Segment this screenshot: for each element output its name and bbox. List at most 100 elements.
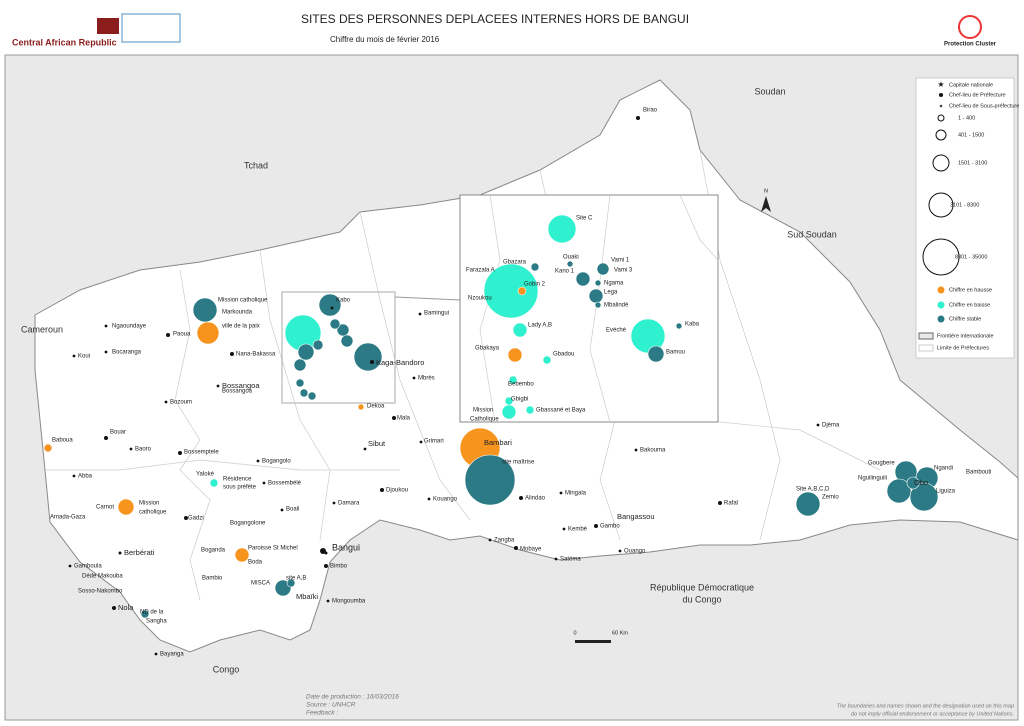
inset-label: Site C xyxy=(576,216,593,222)
place-label: Kouango xyxy=(433,497,458,503)
inset-label: Gbassané et Baya xyxy=(536,408,586,414)
place-label: Bamingui xyxy=(424,311,449,317)
inset-label: Mission xyxy=(473,408,493,414)
legend-symbol xyxy=(928,192,954,218)
site-circle xyxy=(312,339,324,351)
place-label: Kabo xyxy=(336,298,351,304)
place-label: Mbrès xyxy=(418,376,435,382)
place-label: Boali xyxy=(286,507,299,513)
place-label: Bambouti xyxy=(966,470,991,476)
inset-label: Lady A,B xyxy=(528,323,552,329)
place-label: Bogangolone xyxy=(230,521,266,527)
town-dot xyxy=(184,516,188,520)
town-dot xyxy=(104,350,108,354)
town-dot xyxy=(380,488,384,492)
site-circle xyxy=(588,288,604,304)
legend-symbol: ★ xyxy=(937,80,944,89)
footer-text: Source : UNHCR xyxy=(306,702,356,709)
town-dot xyxy=(230,352,234,356)
country-label: Sud Soudan xyxy=(787,229,837,239)
place-label: Mingala xyxy=(565,491,587,497)
site-circle xyxy=(512,322,528,338)
place-label: Kaga-Bandoro xyxy=(376,358,424,367)
town-dot xyxy=(104,436,108,440)
town-dot xyxy=(562,527,566,531)
town-dot xyxy=(112,606,116,610)
place-label: Markounda xyxy=(222,310,253,316)
town-dot xyxy=(618,549,622,553)
legend-symbol xyxy=(937,286,945,294)
legend-symbol xyxy=(935,129,947,141)
place-label: Bossangoa xyxy=(222,381,260,390)
place-label: Nana-Bakassa xyxy=(236,352,276,358)
town-dot xyxy=(634,448,638,452)
place-label: Bangassou xyxy=(617,512,655,521)
inset-label: Gbadou xyxy=(553,352,574,358)
place-label: Dédé Makouba xyxy=(82,574,123,580)
place-label: Zangba xyxy=(494,538,515,544)
place-label: Baboua xyxy=(52,438,73,444)
site-circle xyxy=(508,375,518,385)
site-circle xyxy=(297,343,315,361)
inset-label: Bamou xyxy=(666,350,685,356)
place-label: Bambio xyxy=(202,576,223,582)
inset-label: Mbalindé xyxy=(604,303,629,309)
legend-symbol xyxy=(932,154,950,172)
town-dot xyxy=(514,546,518,550)
inset-label: Evéché xyxy=(606,328,627,334)
place-label: Bozoum xyxy=(170,400,192,406)
site-circle xyxy=(340,334,354,348)
site-circle xyxy=(575,271,591,287)
scale-bar xyxy=(575,640,611,643)
place-label: Mobaye xyxy=(520,547,542,553)
legend-box xyxy=(915,77,1015,359)
site-circle xyxy=(547,214,577,244)
place-label: Rafaï xyxy=(724,501,739,507)
place-label: Gougbere xyxy=(868,461,895,467)
place-label: Résidence xyxy=(223,477,252,483)
logo-right xyxy=(958,15,982,39)
town-dot xyxy=(154,652,158,656)
site-circle xyxy=(501,404,517,420)
site-circle xyxy=(594,279,602,287)
legend-label: 1 - 400 xyxy=(958,115,975,121)
site-circle xyxy=(596,262,610,276)
inset-label: Gbazara xyxy=(503,260,527,266)
place-label: Koui xyxy=(78,354,90,360)
place-label: Berbérati xyxy=(124,548,155,557)
legend-symbol xyxy=(937,315,945,323)
site-circle xyxy=(675,322,683,330)
town-dot xyxy=(104,324,108,328)
inset-label: Ngama xyxy=(604,281,624,287)
town-dot xyxy=(118,551,122,555)
title: SITES DES PERSONNES DEPLACEES INTERNES H… xyxy=(301,12,689,26)
site-circle xyxy=(299,388,309,398)
legend-label: Capitale nationale xyxy=(949,82,993,88)
place-label: MISCA xyxy=(251,581,270,587)
town-dot xyxy=(178,451,182,455)
place-label: Sosso-Nakombo xyxy=(78,589,123,595)
legend-label: 401 - 1500 xyxy=(958,132,984,138)
spacer xyxy=(5,5,19,19)
country-label: Soudan xyxy=(754,86,785,96)
inset-label: Nzoukou xyxy=(468,296,492,302)
site-circle xyxy=(117,498,135,516)
subtitle: Chiffre du mois de février 2016 xyxy=(330,35,440,44)
site-circle xyxy=(507,347,523,363)
site-circle xyxy=(886,478,912,504)
legend-symbol xyxy=(937,114,945,122)
town-dot xyxy=(363,447,367,451)
town-dot xyxy=(330,306,334,310)
town-dot xyxy=(370,360,374,364)
legend-label: Frontière internationale xyxy=(937,333,994,339)
site-circle xyxy=(295,378,305,388)
inset-label: Gbakaya xyxy=(475,346,500,352)
place-label: Abba xyxy=(78,474,93,480)
town-dot xyxy=(594,524,598,528)
inset-label: Bebembo xyxy=(508,382,534,388)
site-circle xyxy=(530,262,540,272)
legend-label: Limite de Préfectures xyxy=(937,345,989,351)
place-label: Zemio xyxy=(822,495,839,501)
inset-label: Vami 3 xyxy=(614,268,633,274)
site-circle xyxy=(517,286,527,296)
